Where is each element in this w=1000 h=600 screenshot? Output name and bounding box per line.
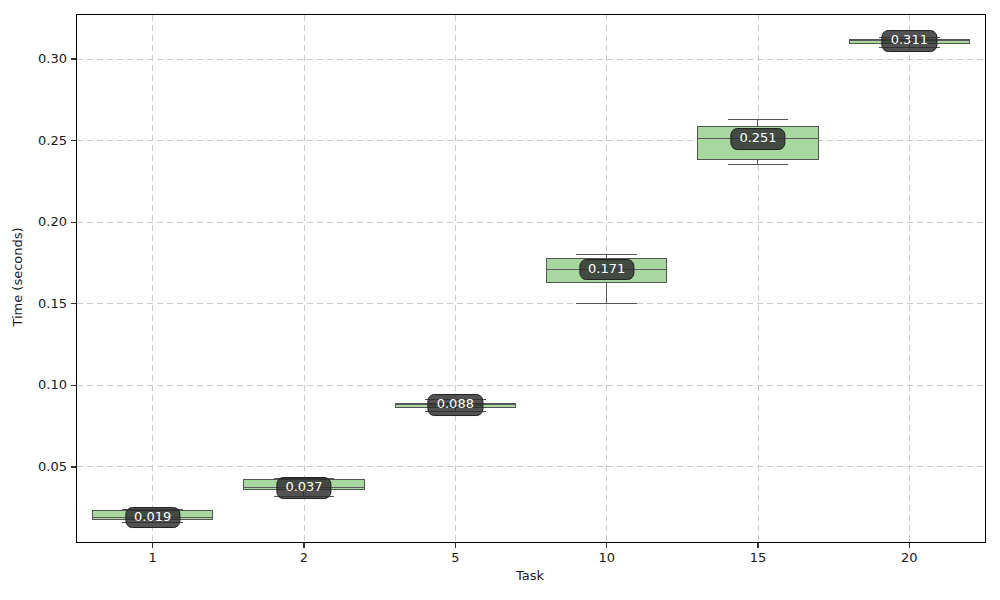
y-tick-mark <box>71 385 76 386</box>
y-tick-mark <box>71 466 76 467</box>
y-tick-label: 0.10 <box>38 378 67 393</box>
v-gridline <box>455 15 456 542</box>
whisker-lower <box>606 283 607 304</box>
v-gridline <box>758 15 759 542</box>
x-tick-mark <box>455 543 456 548</box>
whisker-cap-upper <box>728 119 789 120</box>
boxplot-figure: Time (seconds) Task 0.050.100.150.200.25… <box>0 0 1000 600</box>
x-tick-label: 10 <box>598 550 615 565</box>
y-tick-mark <box>71 140 76 141</box>
x-axis-label: Task <box>516 568 544 583</box>
whisker-cap-lower <box>728 164 789 165</box>
whisker-upper <box>757 119 758 126</box>
x-tick-label: 20 <box>901 550 918 565</box>
v-gridline <box>152 15 153 542</box>
h-gridline <box>77 222 985 223</box>
median-value-label: 0.171 <box>579 259 634 281</box>
median-value-label: 0.088 <box>428 394 483 416</box>
median-value-label: 0.251 <box>730 128 785 150</box>
y-tick-mark <box>71 222 76 223</box>
x-tick-mark <box>606 543 607 548</box>
x-tick-label: 2 <box>300 550 308 565</box>
v-gridline <box>909 15 910 542</box>
plot-area: 0.050.100.150.200.250.301251015200.0190.… <box>76 14 986 543</box>
x-tick-label: 15 <box>750 550 767 565</box>
v-gridline <box>304 15 305 542</box>
y-tick-label: 0.20 <box>38 214 67 229</box>
y-tick-label: 0.15 <box>38 296 67 311</box>
y-tick-label: 0.25 <box>38 133 67 148</box>
x-tick-label: 5 <box>451 550 459 565</box>
median-value-label: 0.311 <box>882 30 937 52</box>
median-value-label: 0.037 <box>276 477 331 499</box>
y-axis-label: Time (seconds) <box>10 227 25 326</box>
h-gridline <box>77 385 985 386</box>
y-tick-label: 0.30 <box>38 51 67 66</box>
y-tick-label: 0.05 <box>38 459 67 474</box>
x-tick-mark <box>909 543 910 548</box>
whisker-cap-upper <box>576 254 637 255</box>
h-gridline <box>77 59 985 60</box>
y-tick-mark <box>71 303 76 304</box>
median-value-label: 0.019 <box>125 507 180 529</box>
whisker-cap-lower <box>576 303 637 304</box>
x-tick-label: 1 <box>149 550 157 565</box>
x-tick-mark <box>152 543 153 548</box>
h-gridline <box>77 466 985 467</box>
y-tick-mark <box>71 58 76 59</box>
x-tick-mark <box>757 543 758 548</box>
x-tick-mark <box>303 543 304 548</box>
h-gridline <box>77 303 985 304</box>
h-gridline <box>77 140 985 141</box>
